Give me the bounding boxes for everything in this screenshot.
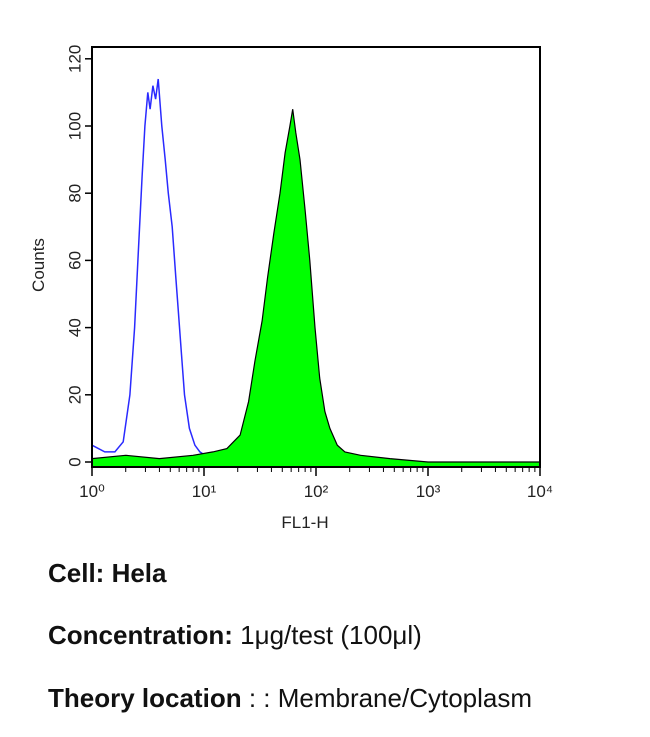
y-tick-label: 20 [65,385,84,404]
chart: Counts FL1-H 0 20 40 60 80 100 120 10⁰ 10¹ 10² 10³… [29,45,553,532]
series-area [91,109,541,468]
caption-line: Concentration: 1μg/test (100μl) [48,620,422,651]
y-tick-label: 60 [65,251,84,270]
y-tick-label: 0 [65,457,84,466]
caption-value: 1μg/test (100μl) [240,620,422,650]
caption-line: Theory location : : Membrane/Cytoplasm [48,683,532,714]
y-tick-label: 120 [65,45,84,73]
x-axis-label: FL1-H [281,513,328,532]
x-tick-label: 10⁰ [79,482,105,501]
x-tick-label: 10² [304,482,329,501]
caption-label: Concentration: [48,620,233,650]
x-tick-label: 10³ [416,482,441,501]
y-tick-label: 40 [65,318,84,337]
y-axis-label: Counts [29,238,48,292]
x-tick-label: 10⁴ [527,482,553,501]
caption-label: Cell: Hela [48,558,167,588]
y-tick-label: 80 [65,184,84,203]
y-tick-label: 100 [65,112,84,140]
caption-value: : : Membrane/Cytoplasm [248,683,533,713]
series-line [91,78,212,460]
caption-label: Theory location [48,683,242,713]
caption-line: Cell: Hela [48,558,167,589]
x-tick-label: 10¹ [192,482,217,501]
